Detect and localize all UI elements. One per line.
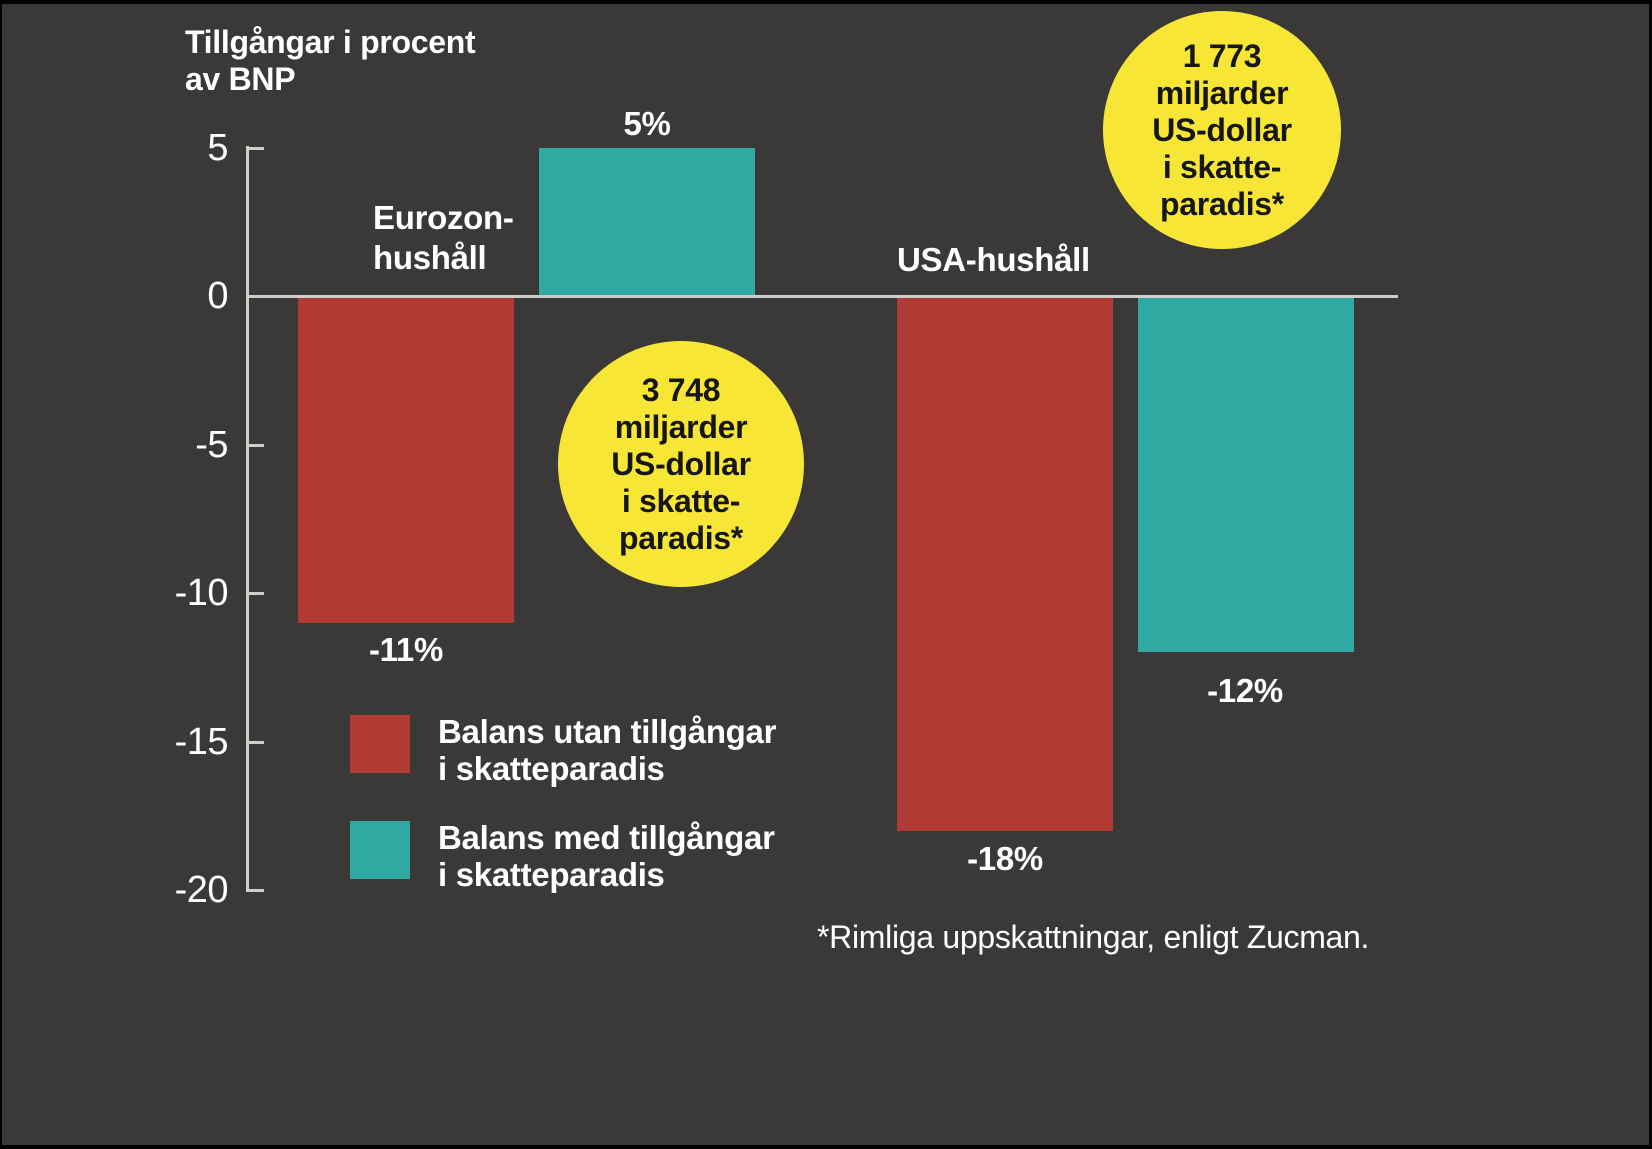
annotation-usa-line4: i skatte- <box>1162 148 1282 185</box>
annotation-usa-line5: paradis* <box>1160 185 1284 222</box>
chart-background <box>2 4 1649 1145</box>
value-label-eurozone-without: -11% <box>368 631 444 668</box>
y-tick-label-5: 5 <box>207 126 228 169</box>
bar-eurozone-without-havens <box>298 296 514 623</box>
value-label-usa-without: -18% <box>967 840 1043 877</box>
annotation-usa-line2: miljarder <box>1155 74 1289 111</box>
y-axis-title: Tillgångar i procent av BNP <box>185 24 476 98</box>
annotation-circle-usa: 1 773 miljarder US-dollar i skatte- para… <box>1103 11 1341 249</box>
legend-label-without-havens: Balans utan tillgångar i skatteparadis <box>438 713 776 787</box>
annotation-usa-line1: 1 773 <box>1182 37 1262 74</box>
legend: Balans utan tillgångar i skatteparadis B… <box>350 713 776 925</box>
legend-swatch-red <box>350 715 410 773</box>
y-tick-label-0: 0 <box>207 275 228 317</box>
annotation-eurozone-line3: US-dollar <box>611 445 751 482</box>
zero-baseline <box>246 295 1398 298</box>
y-tick-label-m10: -10 <box>174 572 229 614</box>
y-tick-mark-m20 <box>246 889 264 892</box>
value-label-usa-with: -12% <box>1207 672 1283 709</box>
legend-item-without-havens: Balans utan tillgångar i skatteparadis <box>350 713 776 787</box>
y-axis-title-line2: av BNP <box>185 61 296 97</box>
y-tick-label-m20: -20 <box>174 869 229 911</box>
legend-without-line1: Balans utan tillgångar <box>438 713 777 750</box>
legend-without-line2: i skatteparadis <box>438 750 665 787</box>
footnote: *Rimliga uppskattningar, enligt Zucman. <box>817 919 1370 955</box>
annotation-eurozone-line4: i skatte- <box>621 482 741 519</box>
bar-usa-with-havens <box>1138 296 1354 653</box>
legend-swatch-teal <box>350 821 410 879</box>
legend-item-with-havens: Balans med tillgångar i skatteparadis <box>350 819 776 893</box>
category-label-eurozone: Eurozon- hushåll <box>373 198 514 278</box>
y-tick-mark-m15 <box>246 740 264 744</box>
y-axis-title-line1: Tillgångar i procent <box>185 24 476 60</box>
annotation-eurozone-line5: paradis* <box>619 519 743 556</box>
y-tick-label-m15: -15 <box>174 720 229 763</box>
annotation-eurozone-line2: miljarder <box>614 408 748 445</box>
legend-with-line2: i skatteparadis <box>438 856 665 893</box>
category-label-usa-line1: USA-hushåll <box>897 241 1090 278</box>
legend-with-line1: Balans med tillgångar <box>438 819 775 856</box>
y-tick-mark-5 <box>246 146 264 150</box>
y-axis-line <box>246 146 249 891</box>
y-tick-mark-m10 <box>246 592 264 595</box>
annotation-usa-line3: US-dollar <box>1152 111 1292 148</box>
y-tick-mark-m5 <box>246 443 264 447</box>
bar-usa-without-havens <box>897 296 1113 831</box>
category-label-usa: USA-hushåll <box>897 240 1090 280</box>
legend-label-with-havens: Balans med tillgångar i skatteparadis <box>438 819 776 893</box>
category-label-eurozone-line2: hushåll <box>373 239 487 276</box>
bar-eurozone-with-havens <box>539 147 755 296</box>
annotation-eurozone-line1: 3 748 <box>641 371 721 408</box>
category-label-eurozone-line1: Eurozon- <box>373 199 514 236</box>
y-tick-label-m5: -5 <box>195 423 228 466</box>
annotation-circle-eurozone: 3 748 miljarder US-dollar i skatte- para… <box>558 341 804 587</box>
value-label-eurozone-with: 5% <box>623 105 671 142</box>
